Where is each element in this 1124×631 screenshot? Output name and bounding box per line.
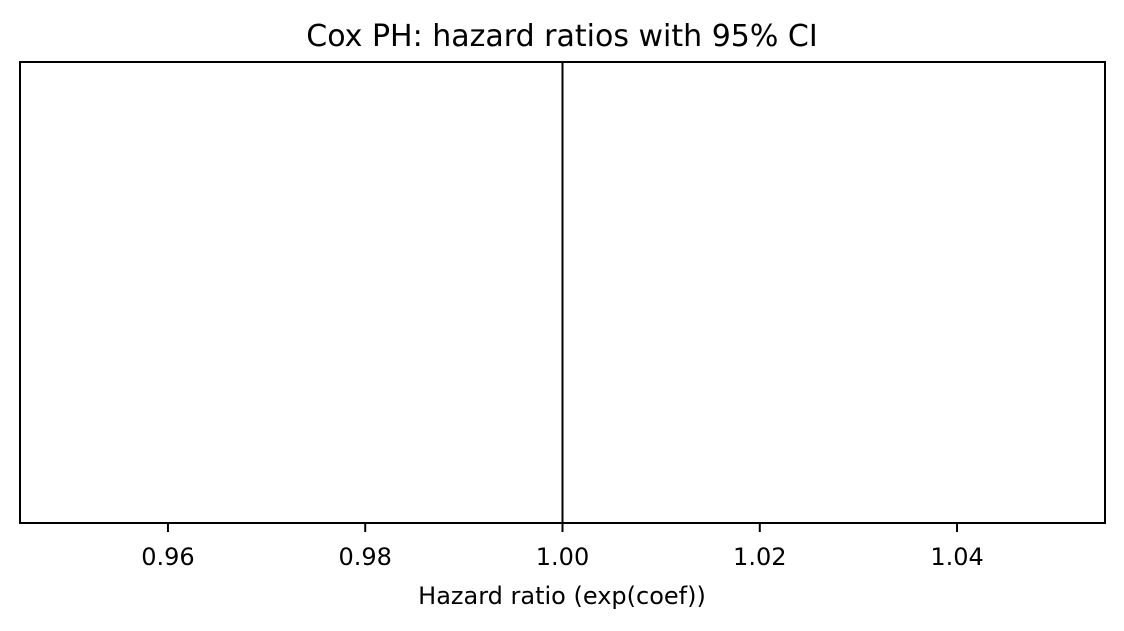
x-tick-label: 1.00 <box>536 543 589 571</box>
x-tick-label: 1.04 <box>930 543 983 571</box>
x-tick-label: 0.98 <box>339 543 392 571</box>
x-axis-label: Hazard ratio (exp(coef)) <box>418 582 706 610</box>
chart-title: Cox PH: hazard ratios with 95% CI <box>306 19 817 54</box>
x-tick-label: 1.02 <box>733 543 786 571</box>
x-tick-label: 0.96 <box>141 543 194 571</box>
x-axis: 0.96 0.98 1.00 1.02 1.04 <box>141 523 984 571</box>
